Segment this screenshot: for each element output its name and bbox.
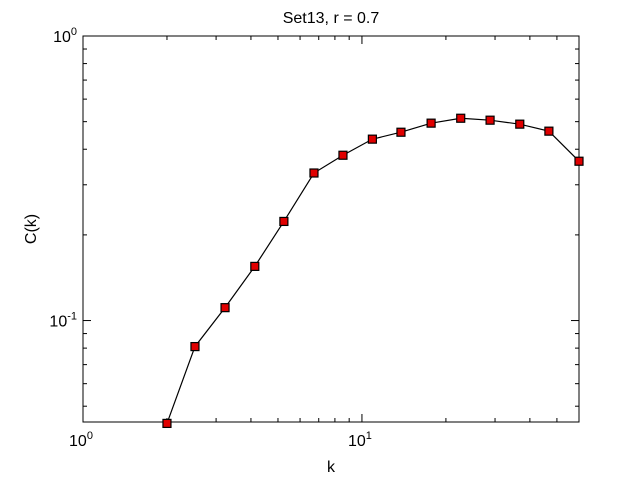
- data-marker: [250, 261, 260, 271]
- data-marker: [279, 216, 289, 227]
- data-marker: [485, 115, 495, 125]
- data-marker: [456, 113, 466, 123]
- data-marker: [515, 119, 525, 129]
- data-marker: [162, 418, 172, 429]
- y-tick-label: 100: [53, 26, 77, 46]
- data-marker: [367, 134, 377, 144]
- data-marker: [309, 168, 319, 178]
- y-axis-label: C(k): [23, 214, 40, 244]
- data-marker: [544, 126, 554, 136]
- chart-title: Set13, r = 0.7: [283, 10, 380, 27]
- data-marker: [574, 156, 584, 166]
- data-marker: [426, 118, 436, 128]
- data-marker: [338, 150, 348, 160]
- data-marker: [396, 127, 406, 137]
- y-tick-label: 10-1: [49, 311, 77, 331]
- plot-area: [82, 35, 580, 423]
- data-marker: [220, 303, 230, 313]
- x-tick-label: 101: [348, 430, 372, 450]
- data-marker: [190, 341, 200, 352]
- x-tick-label: 100: [69, 430, 93, 450]
- x-axis-label: k: [327, 459, 336, 476]
